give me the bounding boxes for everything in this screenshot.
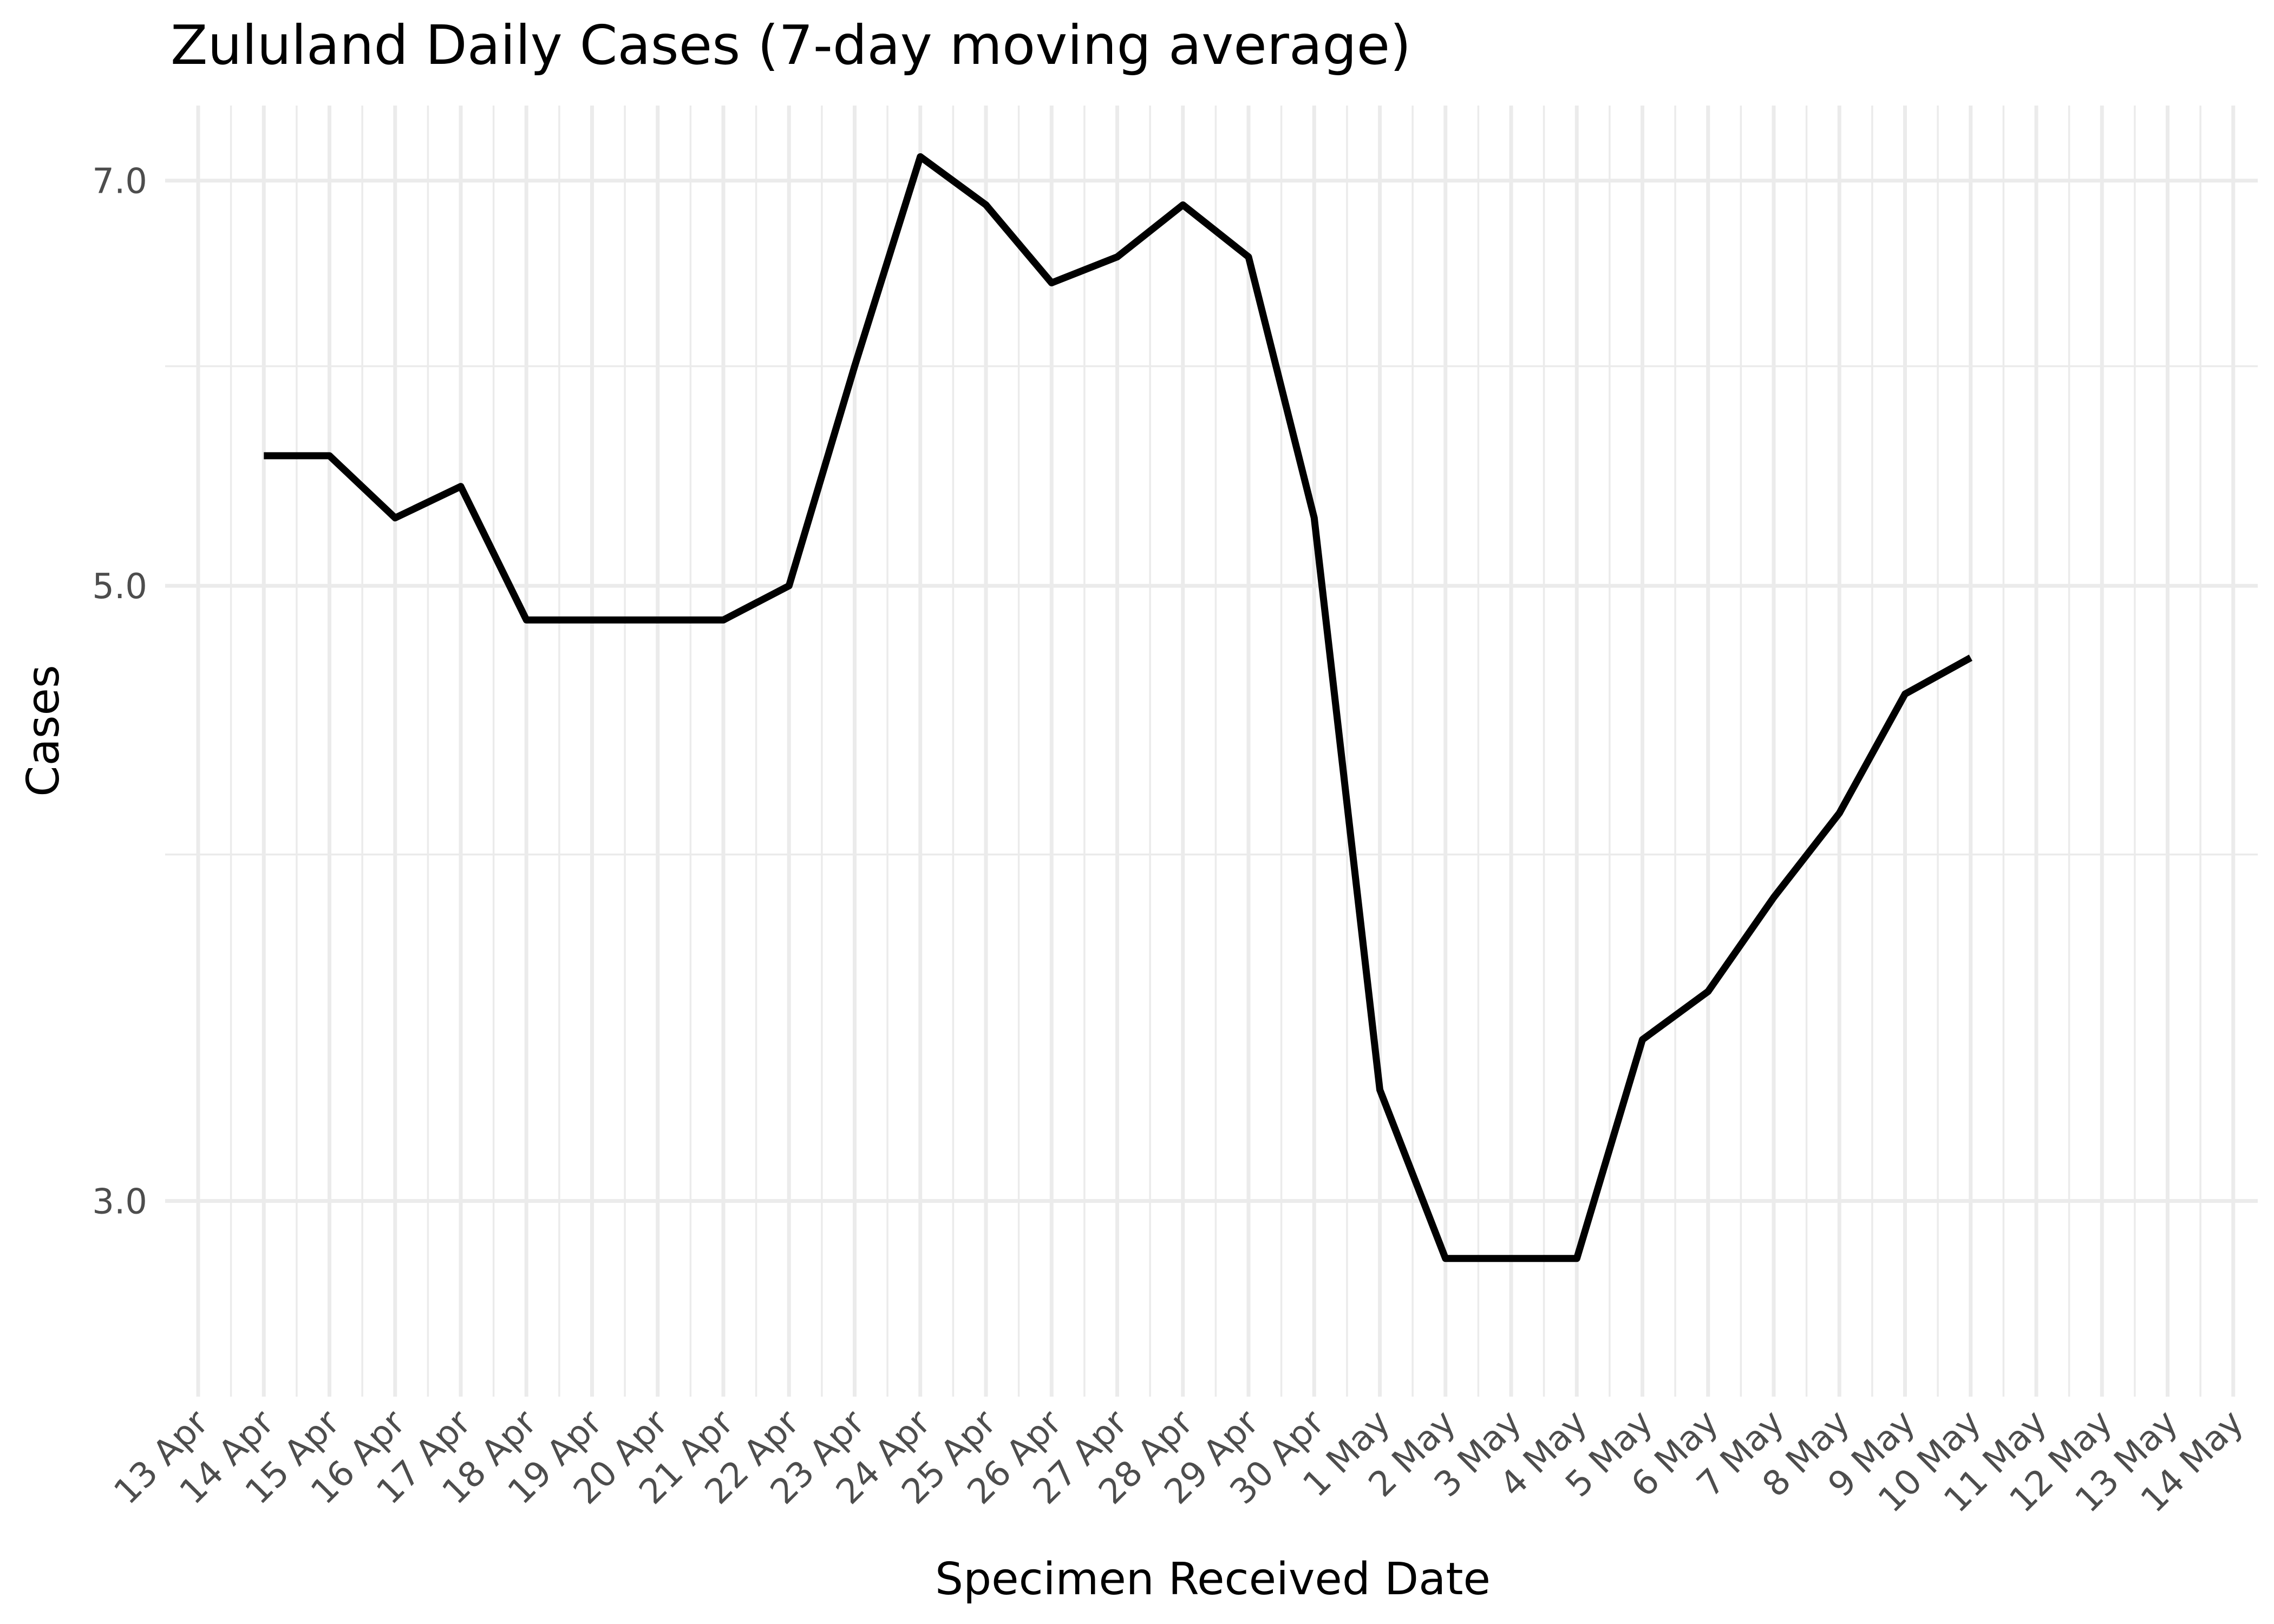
y-axis-tick-labels: 3.0 5.0 7.0 xyxy=(92,162,147,1222)
series-line-cases xyxy=(264,153,1972,1262)
series-group xyxy=(264,153,1972,1262)
x-axis-title: Specimen Received Date xyxy=(935,1554,1491,1605)
y-axis-title: Cases xyxy=(18,665,69,796)
grid xyxy=(165,106,2258,1397)
chart-title: Zululand Daily Cases (7-day moving avera… xyxy=(171,14,1411,77)
y-tick-label: 3.0 xyxy=(92,1182,147,1222)
y-tick-label: 5.0 xyxy=(92,567,147,607)
y-tick-label: 7.0 xyxy=(92,162,147,202)
